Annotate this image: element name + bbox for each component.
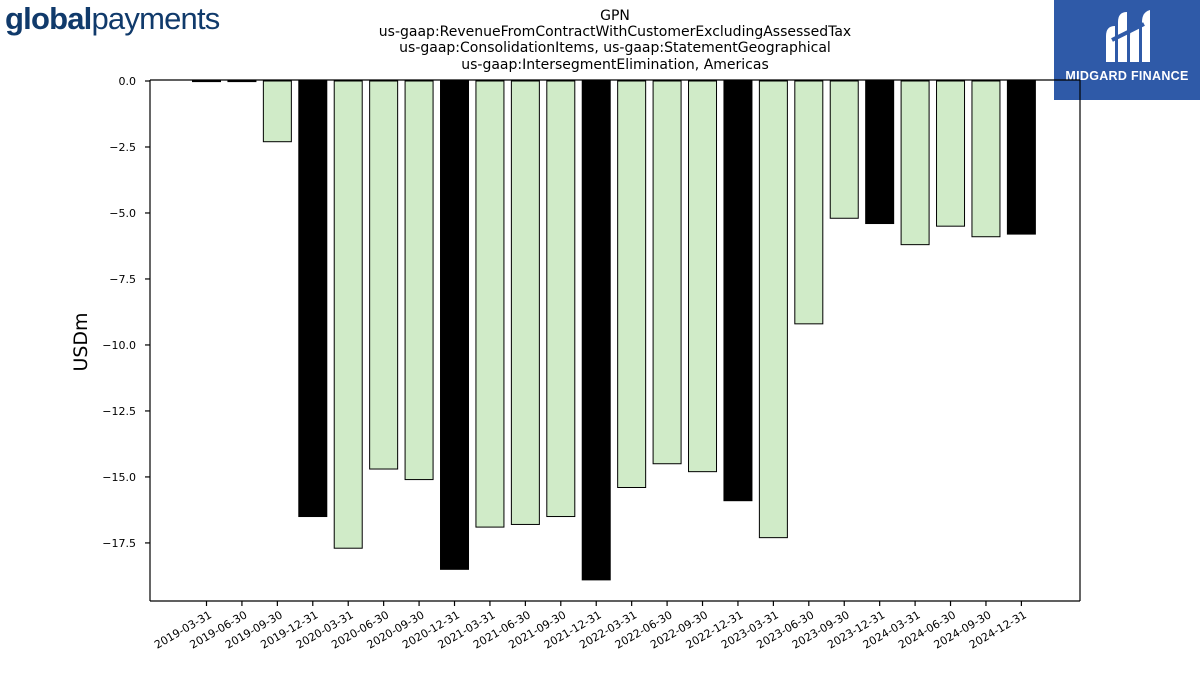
bar-2024-12-31: [1006, 80, 1036, 235]
bar-2022-06-30: [652, 80, 682, 465]
bar-2019-03-31: [192, 80, 221, 83]
bar-2021-12-31: [581, 80, 611, 581]
y-tick-label-5: −12.5: [102, 405, 136, 418]
bar-2021-09-30: [546, 80, 576, 518]
y-tick-label-4: −10.0: [102, 339, 136, 352]
chart-title-line-2: us-gaap:RevenueFromContractWithCustomerE…: [379, 24, 851, 40]
midgard-m-icon: [1106, 10, 1150, 62]
bar-2021-06-30: [510, 80, 540, 525]
y-tick-label-2: −5.0: [109, 207, 136, 220]
bar-2024-03-31: [900, 80, 930, 246]
y-tick-label-7: −17.5: [102, 537, 136, 550]
logo-text-bold: global: [5, 1, 92, 36]
logo-text-light: payments: [91, 1, 220, 36]
chart-title-line-4: us-gaap:IntersegmentElimination, America…: [461, 57, 769, 73]
y-tick-label-3: −7.5: [109, 273, 136, 286]
chart-title: GPN us-gaap:RevenueFromContractWithCusto…: [379, 8, 851, 73]
y-tick-label-0: 0.0: [119, 75, 137, 88]
bar-2019-12-31: [298, 80, 328, 518]
midgard-finance-logo: MIDGARD FINANCE: [1054, 0, 1200, 100]
bar-2023-06-30: [794, 80, 824, 325]
bar-2023-12-31: [865, 80, 895, 225]
bar-2020-06-30: [369, 80, 399, 470]
bar-2023-03-31: [758, 80, 788, 539]
y-axis-label: USDm: [70, 312, 92, 371]
x-axis: 2019-03-312019-06-302019-09-302019-12-31…: [152, 601, 1029, 652]
bar-2024-09-30: [971, 80, 1001, 238]
bar-2024-06-30: [936, 80, 966, 227]
y-axis: 0.0 −2.5 −5.0 −7.5 −10.0 −12.5 −15.0 −17.5: [102, 75, 150, 550]
bars-group: [192, 80, 1036, 581]
y-tick-label-6: −15.0: [102, 471, 136, 484]
bar-2020-09-30: [404, 80, 434, 481]
plot-frame: [149, 79, 1081, 602]
bar-2023-09-30: [829, 80, 859, 219]
chart-title-line-3: us-gaap:ConsolidationItems, us-gaap:Stat…: [399, 40, 831, 56]
y-tick-label-1: −2.5: [109, 141, 136, 154]
bar-2021-03-31: [475, 80, 505, 528]
bar-2022-03-31: [617, 80, 647, 488]
bar-2019-06-30: [227, 80, 257, 83]
chart-title-line-1: GPN: [600, 8, 630, 24]
bar-2022-09-30: [688, 80, 718, 473]
bar-2019-09-30: [262, 80, 292, 143]
bar-2022-12-31: [723, 80, 753, 502]
bar-2020-03-31: [333, 80, 363, 549]
bar-2020-12-31: [440, 80, 470, 570]
global-payments-logo: globalpayments: [5, 0, 220, 38]
midgard-brand-text: MIDGARD FINANCE: [1065, 69, 1189, 83]
